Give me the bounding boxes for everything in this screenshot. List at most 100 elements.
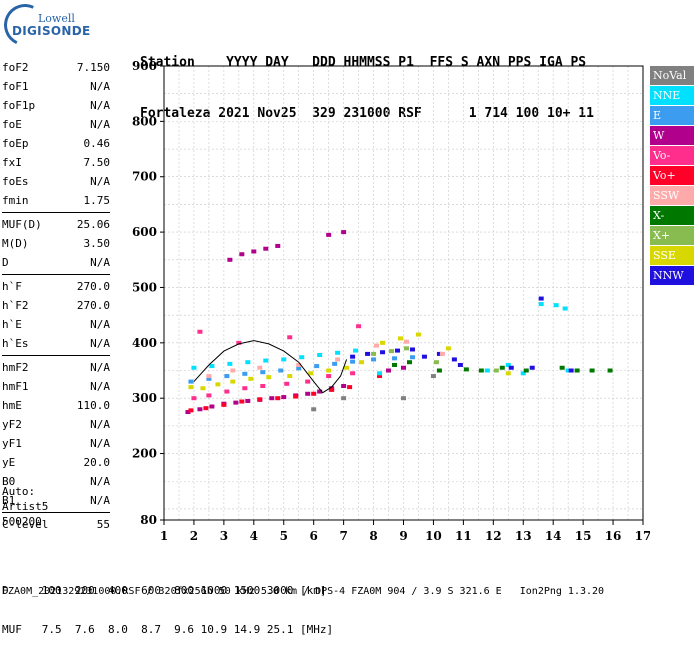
data-point: [356, 324, 362, 329]
data-point: [260, 384, 266, 389]
data-point: [329, 387, 335, 392]
param-row: foEs N/A: [2, 172, 110, 191]
param-separator: [2, 212, 110, 213]
param-row: h`E N/A: [2, 315, 110, 334]
data-point: [484, 368, 490, 373]
data-point: [445, 346, 451, 351]
data-point: [224, 374, 230, 379]
data-point: [341, 396, 347, 401]
data-point: [230, 368, 236, 373]
data-point: [224, 389, 230, 394]
legend-item: X+: [650, 226, 694, 245]
data-point: [242, 386, 248, 391]
data-point: [305, 391, 311, 396]
param-value: 25.06: [76, 218, 110, 231]
data-point: [257, 365, 263, 370]
data-point: [236, 340, 242, 345]
data-point: [380, 340, 386, 345]
data-point: [371, 357, 377, 362]
data-point: [350, 359, 356, 364]
param-label: h`E: [2, 318, 22, 331]
param-separator: [2, 355, 110, 356]
data-point: [311, 407, 317, 412]
param-row: MUF(D) 25.06: [2, 215, 110, 234]
data-point: [203, 406, 209, 411]
y-tick-label: 500: [132, 280, 157, 294]
param-label: h`Es: [2, 337, 29, 350]
data-point: [317, 389, 323, 394]
data-point: [209, 364, 215, 369]
legend-item: SSW: [650, 186, 694, 205]
param-value: N/A: [90, 99, 110, 112]
data-point: [296, 362, 302, 367]
data-point: [409, 355, 415, 360]
param-label: M(D): [2, 237, 29, 250]
param-value: N/A: [90, 437, 110, 450]
data-point: [478, 368, 484, 373]
param-row: hmF1 N/A: [2, 377, 110, 396]
param-label: yE: [2, 456, 16, 469]
data-point: [245, 398, 251, 403]
data-point: [275, 396, 281, 401]
param-row: yF2 N/A: [2, 415, 110, 434]
param-row: h`Es N/A: [2, 334, 110, 353]
param-row: yF1 N/A: [2, 434, 110, 453]
data-point: [505, 371, 511, 376]
data-point: [347, 385, 353, 390]
data-point: [188, 385, 194, 390]
data-point: [553, 303, 559, 308]
x-tick-label: 10: [425, 529, 442, 543]
param-row: hmF2 N/A: [2, 358, 110, 377]
data-point: [200, 386, 206, 391]
ionospheric-parameters-panel: foF2 7.150 foF1 N/A foF1p N/A foE N/A foEp 0.46 fx…: [2, 58, 110, 534]
legend-item: NNE: [650, 86, 694, 105]
param-row: h`F 270.0: [2, 277, 110, 296]
data-point: [463, 367, 469, 372]
data-point: [251, 249, 257, 254]
param-label: h`F: [2, 280, 22, 293]
data-point: [257, 397, 263, 402]
data-point: [206, 393, 212, 398]
data-point: [206, 374, 212, 379]
data-point: [242, 371, 248, 376]
data-point: [436, 368, 442, 373]
x-tick-label: 6: [310, 529, 318, 543]
legend-item: SSE: [650, 246, 694, 265]
data-point: [197, 407, 203, 412]
param-value: N/A: [90, 337, 110, 350]
param-label: C-level: [2, 518, 49, 531]
data-point: [209, 404, 215, 409]
param-row: B0 N/A: [2, 472, 110, 491]
y-tick-label: 600: [132, 225, 157, 239]
param-label: hmF1: [2, 380, 29, 393]
param-row: D N/A: [2, 253, 110, 272]
data-point: [287, 335, 293, 340]
data-point: [296, 366, 302, 371]
y-tick-label: 700: [132, 170, 157, 184]
param-separator: [2, 274, 110, 275]
param-label: hmE: [2, 399, 22, 412]
data-point: [221, 402, 227, 407]
data-point: [353, 348, 359, 353]
param-label: foEp: [2, 137, 29, 150]
data-point: [299, 355, 305, 360]
data-point: [227, 361, 233, 366]
param-row: fxI 7.50: [2, 153, 110, 172]
data-point: [380, 350, 386, 355]
data-point: [392, 356, 398, 361]
x-tick-label: 2: [190, 529, 198, 543]
data-point: [430, 374, 436, 379]
param-value: 110.0: [76, 399, 110, 412]
data-point: [341, 230, 347, 235]
data-point: [403, 346, 409, 351]
param-label: hmF2: [2, 361, 29, 374]
legend-item: E: [650, 106, 694, 125]
data-point: [436, 351, 442, 356]
data-point: [239, 399, 245, 404]
data-point: [562, 306, 568, 311]
data-point: [314, 364, 320, 369]
data-point: [305, 379, 311, 384]
data-point: [266, 375, 272, 380]
param-label: foE: [2, 118, 22, 131]
param-row: fmin 1.75: [2, 191, 110, 210]
